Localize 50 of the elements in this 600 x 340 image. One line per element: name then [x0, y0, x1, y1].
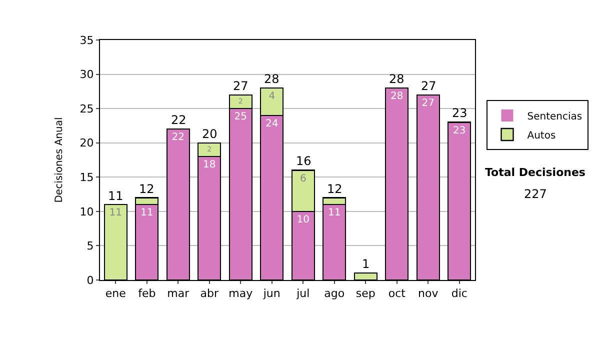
- total-label: 27: [421, 79, 436, 93]
- total-label: 12: [139, 182, 154, 196]
- x-tick-label: abr: [200, 287, 219, 300]
- x-tick-label: may: [228, 287, 254, 300]
- data-label: 23: [453, 125, 466, 136]
- x-tick-label: dic: [451, 287, 468, 300]
- total-label: 16: [296, 154, 312, 168]
- y-tick-label: 15: [80, 170, 94, 184]
- data-label: 6: [300, 173, 306, 184]
- text: Total Decisiones: [485, 166, 586, 179]
- x-tick-label: feb: [138, 287, 156, 300]
- total-label: 12: [327, 182, 342, 196]
- data-label: 22: [172, 132, 184, 144]
- total-label: 23: [452, 106, 468, 120]
- data-label: 11: [109, 208, 122, 219]
- y-tick-label: 35: [80, 34, 94, 47]
- data-label: 18: [203, 160, 216, 171]
- x-tick-label: jul: [296, 287, 310, 300]
- data-label: 4: [268, 91, 276, 102]
- y-tick-label: 10: [80, 205, 94, 218]
- y-tick-label: 25: [80, 102, 94, 116]
- total-label: 11: [108, 189, 124, 203]
- x-tick-label: jun: [262, 287, 280, 300]
- x-tick-label: oct: [388, 287, 406, 300]
- y-tick-label: 5: [86, 240, 94, 253]
- x-tick-label: mar: [167, 287, 190, 300]
- y-axis-title: Decisiones Anual: [54, 117, 65, 203]
- legend-label: Sentencias: [527, 111, 582, 122]
- data-label: 24: [266, 118, 278, 130]
- total-label: 20: [202, 127, 218, 141]
- data-label: 28: [390, 91, 404, 102]
- legend-label: Autos: [527, 130, 556, 142]
- data-label: 11: [328, 208, 341, 219]
- x-tick-label: ago: [324, 287, 345, 300]
- x-tick-label: sep: [356, 287, 376, 300]
- x-tick-label: ene: [105, 287, 126, 300]
- data-label: 10: [296, 214, 310, 226]
- data-label: 11: [140, 208, 154, 219]
- data-label: 25: [234, 112, 247, 123]
- text: 227: [524, 187, 547, 201]
- y-tick-label: 0: [86, 274, 94, 287]
- total-label: 28: [389, 72, 404, 86]
- y-tick-label: 20: [80, 136, 94, 150]
- total-label: 27: [233, 79, 248, 93]
- x-tick-label: nov: [418, 287, 439, 300]
- total-label: 28: [264, 72, 280, 86]
- y-tick-label: 30: [80, 68, 94, 82]
- data-label: 27: [422, 98, 434, 109]
- total-label: 22: [171, 113, 186, 127]
- total-label: 1: [362, 257, 370, 271]
